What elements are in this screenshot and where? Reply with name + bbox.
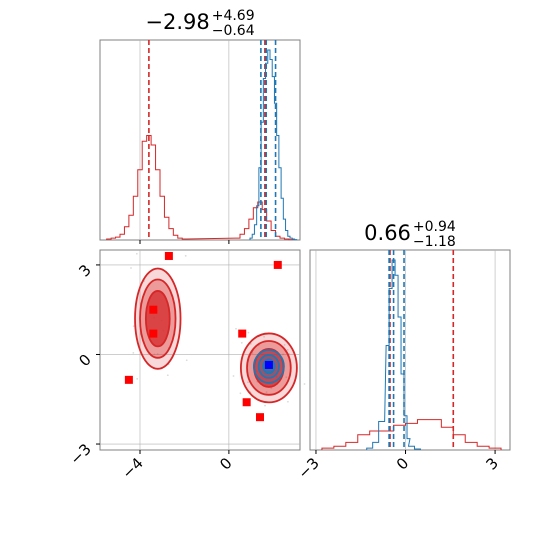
xtick-label-param2: 3	[482, 454, 501, 473]
joint-contour-inner-red	[144, 290, 171, 348]
joint-marker-red	[149, 305, 158, 314]
joint-sample-dot	[286, 400, 289, 403]
joint-sample-dot	[130, 267, 132, 269]
hist2-frame	[309, 249, 511, 451]
joint-sample-dot	[247, 381, 249, 384]
joint-sample-dot	[240, 341, 243, 344]
title-param2-value: 0.66	[364, 221, 411, 245]
joint-sample-dot	[263, 335, 266, 338]
joint-sample-dot	[153, 353, 156, 356]
histogram-panel-param1	[99, 39, 301, 241]
joint-marker-red	[242, 398, 251, 407]
joint-sample-dot	[156, 353, 159, 355]
joint-marker-red	[273, 260, 282, 269]
title-param1-plus: +4.69	[212, 8, 255, 24]
joint-sample-dot	[264, 404, 266, 407]
joint-marker-red	[238, 329, 247, 338]
hist2-series-red	[321, 419, 502, 450]
title-param1: −2.98 +4.69−0.64	[145, 8, 254, 39]
joint-sample-dot	[184, 254, 187, 257]
hist1-frame	[99, 39, 301, 241]
joint-sample-dot	[239, 392, 242, 395]
xtick-label-param2: 0	[393, 454, 412, 473]
joint-marker-red	[149, 329, 158, 338]
joint-sample-dot	[232, 375, 235, 377]
joint-sample-dot	[282, 353, 284, 356]
ytick-label-param2: 0	[75, 351, 94, 370]
joint-sample-dot	[270, 387, 273, 390]
joint-sample-dot	[185, 359, 188, 362]
hist1-series-blue	[249, 49, 298, 241]
joint-sample-dot	[132, 325, 135, 328]
joint-contour-panel	[99, 249, 306, 451]
title-param1-value: −2.98	[145, 10, 209, 34]
joint-marker-red	[124, 375, 133, 384]
hist1-series-red	[106, 135, 294, 241]
title-param2: 0.66 +0.94−1.18	[364, 219, 456, 250]
joint-sample-dot	[303, 383, 306, 385]
joint-sample-dot	[285, 376, 288, 379]
joint-sample-dot	[166, 374, 169, 377]
joint-sample-dot	[286, 348, 289, 351]
joint-sample-dot	[136, 377, 139, 380]
joint-marker-red	[164, 251, 173, 260]
ytick-label-param2: −3	[66, 440, 94, 468]
joint-marker-red	[256, 413, 264, 422]
title-param2-minus: −1.18	[413, 234, 456, 250]
histogram-panel-param2	[309, 249, 511, 451]
ytick-label-param2: 3	[75, 261, 94, 280]
joint-sample-dot	[135, 252, 138, 255]
joint-sample-dot	[235, 327, 237, 330]
xtick-label-param1: −4	[118, 454, 146, 482]
title-param2-plus: +0.94	[413, 219, 456, 235]
joint-marker-blue	[264, 360, 273, 369]
xtick-label-param2: −3	[294, 454, 322, 482]
joint-sample-dot	[265, 391, 268, 394]
joint-sample-dot	[247, 331, 250, 334]
panel-titles: −2.98 +4.69−0.64 0.66 +0.94−1.18	[145, 8, 456, 250]
xtick-label-param1: 0	[216, 454, 235, 473]
joint-sample-dot	[283, 343, 286, 346]
joint-sample-dot	[132, 351, 135, 354]
hist2-series-blue	[366, 259, 421, 450]
title-param1-minus: −0.64	[212, 23, 255, 39]
joint-sample-dot	[249, 342, 252, 345]
